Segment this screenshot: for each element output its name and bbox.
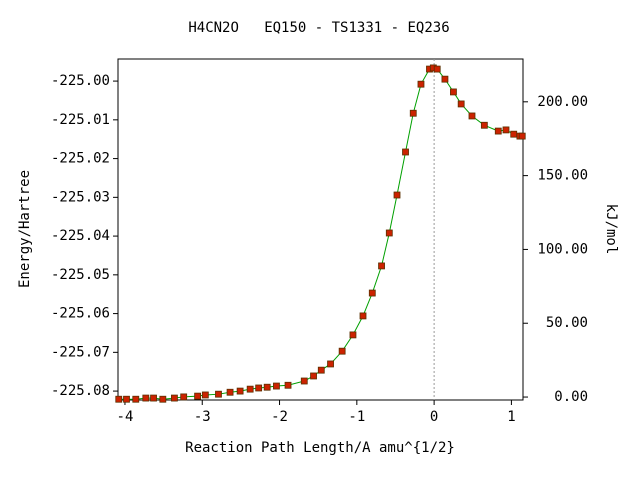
x-tick-label: -4 [117,409,134,425]
point [132,395,140,403]
point [450,88,457,96]
point [310,372,317,380]
point [480,121,488,129]
point [317,366,325,374]
x-tick-label: -2 [271,409,288,425]
x-tick-label: 0 [430,409,438,425]
y-tick-label: -225.03 [51,189,110,205]
point [338,347,346,355]
point [409,109,417,117]
point [518,132,526,140]
point [142,394,150,402]
point [393,191,401,199]
point [359,312,367,320]
point [123,395,130,403]
point [180,393,188,401]
x-tick-label: 1 [507,409,515,425]
y-tick-label: -225.01 [51,112,110,128]
point [402,148,409,156]
point [171,394,178,402]
point [115,395,123,403]
y-tick-label: -225.07 [51,344,110,360]
chart-title: H4CN2O EQ150 - TS1331 - EQ236 [188,20,449,36]
y2-tick-label: 0.00 [554,389,588,405]
point [194,392,202,400]
point [300,377,308,385]
x-tick-label: -3 [194,409,211,425]
y-tick-label: -225.02 [51,151,110,167]
y-tick-label: -225.04 [51,228,110,244]
point [385,229,393,237]
point [263,383,271,391]
point [150,394,157,402]
y-tick-label: -225.06 [51,306,110,322]
y-tick-label: -225.00 [51,73,110,89]
y2-tick-label: 150.00 [537,168,588,184]
y-tick-label: -225.05 [51,267,110,283]
point [468,112,476,120]
y2-tick-label: 50.00 [546,315,588,331]
point [502,126,510,134]
point [284,381,292,389]
point [201,391,209,399]
point [368,289,376,297]
point [273,382,280,390]
curve [118,67,523,400]
x-axis-label: Reaction Path Length/A amu^{1/2} [185,440,455,456]
point [510,130,518,138]
point [378,262,385,270]
point [441,75,449,83]
point [246,385,254,393]
point [226,388,234,396]
point [433,65,441,73]
y-axis-label: Energy/Hartree [17,170,33,288]
y-tick-label: -225.08 [51,383,110,399]
point [255,384,263,392]
point [236,387,244,395]
y2-tick-label: 100.00 [537,241,588,257]
point [349,331,357,339]
point [457,100,465,108]
point [159,395,167,403]
point [327,360,334,368]
plot-frame [117,58,524,401]
y2-tick-label: 200.00 [537,94,588,110]
point [215,390,222,398]
point [494,127,502,135]
y2-axis-label: kJ/mol [603,204,619,255]
point [417,80,425,88]
x-tick-label: -1 [348,409,365,425]
